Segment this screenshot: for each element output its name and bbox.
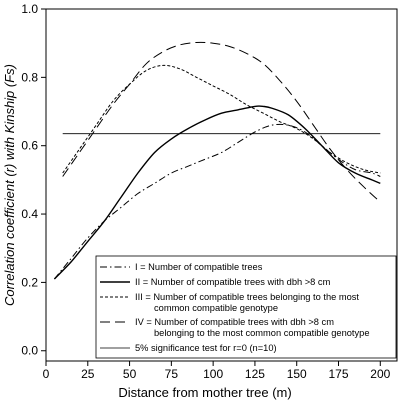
- x-tick-label-1: 25: [81, 367, 95, 381]
- x-tick-label-2: 50: [123, 367, 137, 381]
- y-tick-label-0: 0.0: [21, 344, 38, 358]
- legend-label-I: I = Number of compatible trees: [135, 262, 263, 272]
- series-I-line: [54, 123, 381, 280]
- legend: I = Number of compatible trees II = Numb…: [95, 255, 397, 359]
- y-axis-title: Correlation coefficient (r) with Kinship…: [2, 64, 17, 306]
- legend-label-IV-line2: belonging to the most common compatible …: [154, 328, 370, 338]
- x-tick-label-4: 100: [203, 367, 223, 381]
- legend-label-III: III = Number of compatible trees belongi…: [135, 292, 359, 302]
- x-tick-label-8: 200: [370, 367, 390, 381]
- plot-frame: [45, 8, 398, 362]
- y-tick-label-4: 0.8: [21, 70, 38, 84]
- y-tick-label-2: 0.4: [21, 207, 38, 221]
- series-II-line: [53, 105, 381, 280]
- legend-label-sig: 5% significance test for r=0 (n=10): [135, 343, 277, 353]
- y-tick-label-5: 1.0: [21, 2, 38, 16]
- y-tick-label-3: 0.6: [21, 139, 38, 153]
- legend-label-IV: IV = Number of compatible trees with dbh…: [135, 317, 334, 327]
- x-tick-label-6: 150: [287, 367, 307, 381]
- x-axis-title: Distance from mother tree (m): [118, 385, 291, 400]
- series-layer: [53, 41, 381, 280]
- x-tick-label-5: 125: [245, 367, 265, 381]
- x-tick-label-7: 175: [328, 367, 348, 381]
- x-tick-label-0: 0: [43, 367, 50, 381]
- legend-label-III-line2: common compatible genotype: [154, 303, 278, 313]
- series-IV-line: [62, 41, 381, 203]
- x-tick-label-3: 75: [165, 367, 179, 381]
- legend-box: [95, 255, 397, 359]
- y-axis: 0.0 0.2 0.4 0.6 0.8 1.0: [21, 2, 46, 358]
- y-tick-label-1: 0.2: [21, 275, 38, 289]
- legend-label-II: II = Number of compatible trees with dbh…: [135, 277, 331, 287]
- x-axis: 0 25 50 75 100 125 150 175 200: [43, 361, 391, 381]
